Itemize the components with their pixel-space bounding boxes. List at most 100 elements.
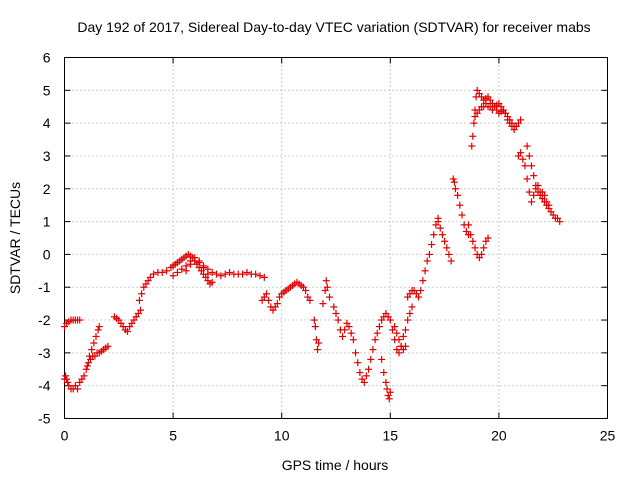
data-point bbox=[208, 268, 216, 276]
data-point bbox=[323, 283, 331, 291]
plot-frame bbox=[64, 57, 608, 419]
data-point bbox=[150, 270, 158, 278]
data-point bbox=[386, 388, 394, 396]
data-point bbox=[404, 316, 412, 324]
data-point bbox=[345, 323, 353, 331]
data-point bbox=[88, 346, 96, 354]
data-point bbox=[425, 250, 433, 258]
data-point bbox=[367, 355, 375, 363]
x-tick-label: 20 bbox=[491, 428, 507, 444]
data-point bbox=[217, 272, 225, 280]
data-point bbox=[195, 257, 203, 265]
data-point bbox=[95, 323, 103, 331]
data-point bbox=[173, 268, 181, 276]
data-point bbox=[191, 254, 199, 262]
data-point bbox=[436, 224, 444, 232]
data-point bbox=[123, 328, 131, 336]
data-point bbox=[530, 191, 538, 199]
y-tick-label: 0 bbox=[43, 246, 51, 262]
data-point bbox=[480, 244, 488, 252]
data-point bbox=[527, 162, 535, 170]
data-point bbox=[186, 257, 194, 265]
data-point bbox=[262, 290, 270, 298]
x-tick-label: 15 bbox=[383, 428, 399, 444]
data-point bbox=[441, 237, 449, 245]
y-tick-labels: -5 -4 -3 -2 -1 0 1 2 3 4 5 6 bbox=[38, 50, 51, 427]
data-point bbox=[354, 359, 362, 367]
data-point bbox=[365, 365, 373, 373]
data-point bbox=[273, 300, 281, 308]
data-point bbox=[62, 372, 70, 380]
data-point bbox=[470, 119, 478, 127]
data-point bbox=[330, 303, 338, 311]
data-point bbox=[467, 231, 475, 239]
x-tick-label: 25 bbox=[600, 428, 616, 444]
data-point bbox=[375, 323, 383, 331]
data-point bbox=[83, 362, 91, 370]
data-point bbox=[468, 142, 476, 150]
y-tick-label: 3 bbox=[43, 148, 51, 164]
data-point bbox=[408, 303, 416, 311]
data-point bbox=[428, 241, 436, 249]
data-point bbox=[380, 369, 388, 377]
data-point bbox=[395, 349, 403, 357]
data-point bbox=[402, 342, 410, 350]
data-point bbox=[94, 326, 102, 334]
data-point bbox=[556, 218, 564, 226]
data-point bbox=[80, 372, 88, 380]
data-point bbox=[256, 272, 264, 280]
data-point bbox=[104, 342, 112, 350]
data-point bbox=[182, 262, 190, 270]
data-point bbox=[362, 372, 370, 380]
data-point bbox=[265, 296, 273, 304]
y-tick-label: -5 bbox=[38, 411, 51, 427]
data-point bbox=[221, 270, 229, 278]
data-point bbox=[310, 316, 318, 324]
y-tick-label: -2 bbox=[38, 312, 51, 328]
data-point bbox=[243, 268, 251, 276]
grid bbox=[64, 57, 608, 419]
data-point bbox=[369, 346, 377, 354]
data-point bbox=[386, 316, 394, 324]
data-point bbox=[451, 185, 459, 193]
data-point bbox=[378, 355, 386, 363]
data-point bbox=[360, 378, 368, 386]
data-point bbox=[530, 172, 538, 180]
data-point bbox=[419, 277, 427, 285]
data-point bbox=[510, 122, 518, 130]
data-point bbox=[76, 316, 84, 324]
data-point bbox=[74, 385, 82, 393]
axis-ticks bbox=[64, 57, 608, 419]
data-point bbox=[347, 329, 355, 337]
data-point bbox=[302, 287, 310, 295]
x-tick-labels: 0 5 10 15 20 25 bbox=[61, 428, 616, 444]
data-points bbox=[61, 86, 564, 403]
data-point bbox=[306, 296, 314, 304]
data-point bbox=[525, 188, 533, 196]
data-point bbox=[352, 349, 360, 357]
y-tick-label: -4 bbox=[38, 378, 51, 394]
data-point bbox=[82, 365, 90, 373]
x-tick-label: 5 bbox=[169, 428, 177, 444]
data-point bbox=[158, 268, 166, 276]
data-point bbox=[208, 278, 216, 286]
data-point bbox=[423, 257, 431, 265]
data-point bbox=[447, 257, 455, 265]
data-point bbox=[445, 250, 453, 258]
data-point bbox=[178, 265, 186, 273]
data-point bbox=[399, 332, 407, 340]
data-point bbox=[484, 234, 492, 242]
data-point bbox=[430, 231, 438, 239]
data-point bbox=[402, 326, 410, 334]
data-point bbox=[469, 132, 477, 140]
y-tick-label: -3 bbox=[38, 345, 51, 361]
data-point bbox=[541, 191, 549, 199]
data-point bbox=[478, 250, 486, 258]
data-point bbox=[371, 336, 379, 344]
x-tick-label: 0 bbox=[61, 428, 69, 444]
data-point bbox=[382, 378, 390, 386]
y-tick-label: -1 bbox=[38, 279, 51, 295]
data-point bbox=[545, 201, 553, 209]
data-point bbox=[406, 309, 414, 317]
y-axis-label: SDTVAR / TECUs bbox=[7, 182, 23, 294]
